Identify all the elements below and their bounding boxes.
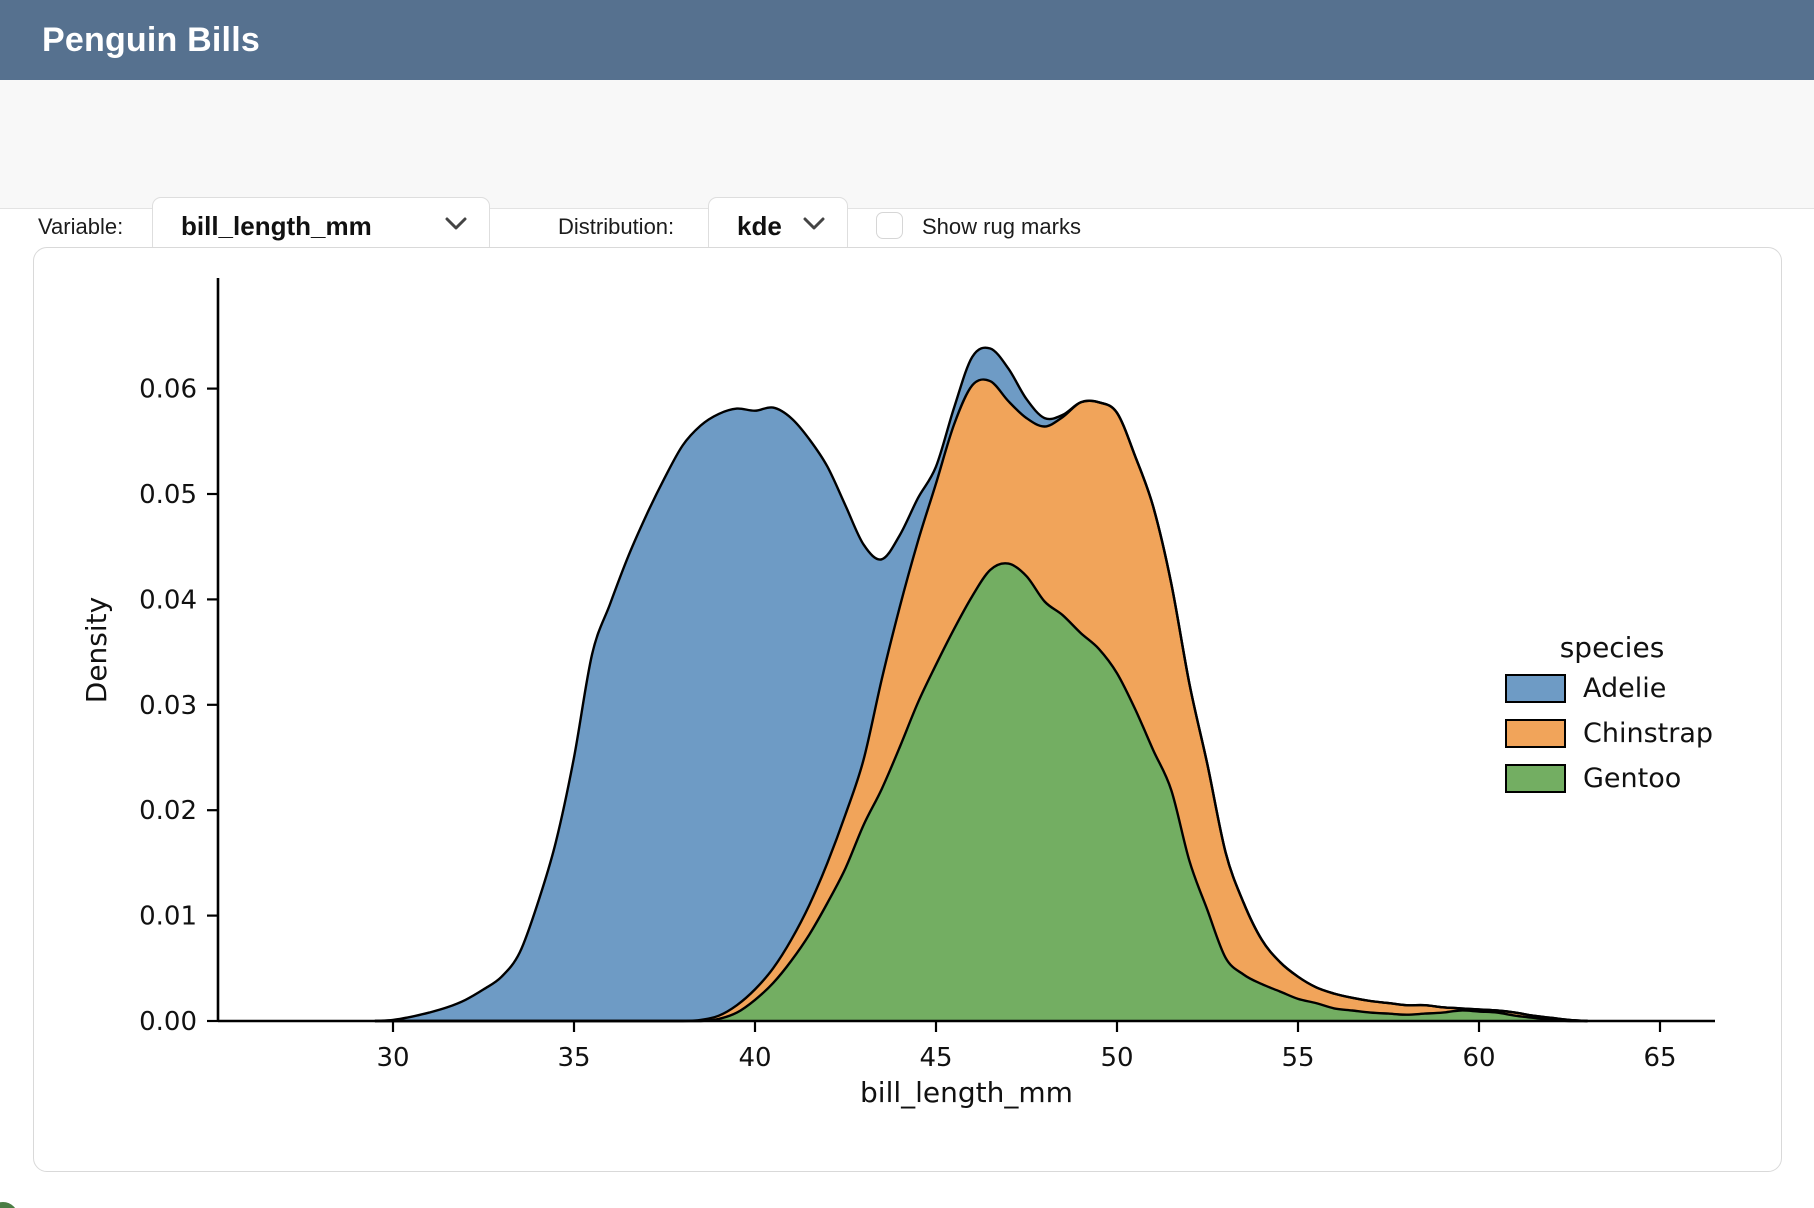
legend-swatch-gentoo xyxy=(1505,764,1566,793)
legend-swatch-adelie xyxy=(1505,674,1566,703)
x-tick-label: 30 xyxy=(376,1043,409,1073)
show-rug-marks-checkbox[interactable] xyxy=(876,212,903,239)
x-tick-label: 40 xyxy=(738,1043,771,1073)
y-tick-label: 0.03 xyxy=(139,691,197,721)
kde-outline-adelie xyxy=(374,346,1588,1023)
y-tick-label: 0.02 xyxy=(139,796,197,826)
x-tick-label: 50 xyxy=(1100,1043,1133,1073)
y-tick-label: 0.00 xyxy=(139,1007,197,1037)
distribution-select[interactable]: kde xyxy=(708,197,848,255)
y-tick-label: 0.04 xyxy=(139,585,197,615)
legend-label-adelie: Adelie xyxy=(1583,673,1666,704)
x-tick-label: 60 xyxy=(1462,1043,1495,1073)
legend-label-gentoo: Gentoo xyxy=(1583,763,1681,794)
distribution-select-value: kde xyxy=(737,210,782,241)
y-tick-label: 0.05 xyxy=(139,480,197,510)
variable-select-value: bill_length_mm xyxy=(181,210,372,241)
y-axis-label: Density xyxy=(80,597,113,703)
variable-label: Variable: xyxy=(38,214,124,239)
legend-title: species xyxy=(1560,631,1665,664)
app-header: Penguin Bills xyxy=(0,0,1814,80)
x-tick-label: 55 xyxy=(1281,1043,1314,1073)
chevron-down-icon xyxy=(803,217,825,235)
toolbar: Variable: bill_length_mm Distribution: k… xyxy=(0,80,1814,255)
y-tick-label: 0.06 xyxy=(139,375,197,405)
chevron-down-icon xyxy=(445,217,467,235)
kde-area-gentoo xyxy=(374,563,1588,1021)
variable-select[interactable]: bill_length_mm xyxy=(152,197,490,255)
legend-label-chinstrap: Chinstrap xyxy=(1583,718,1713,749)
y-tick-label: 0.01 xyxy=(139,902,197,932)
show-rug-marks-label[interactable]: Show rug marks xyxy=(922,214,1081,239)
x-tick-label: 65 xyxy=(1643,1043,1676,1073)
x-axis-label: bill_length_mm xyxy=(860,1076,1073,1109)
page-title: Penguin Bills xyxy=(42,20,260,59)
legend-swatch-chinstrap xyxy=(1505,719,1566,748)
x-tick-label: 35 xyxy=(557,1043,590,1073)
distribution-label: Distribution: xyxy=(558,214,675,239)
x-tick-label: 45 xyxy=(919,1043,952,1073)
